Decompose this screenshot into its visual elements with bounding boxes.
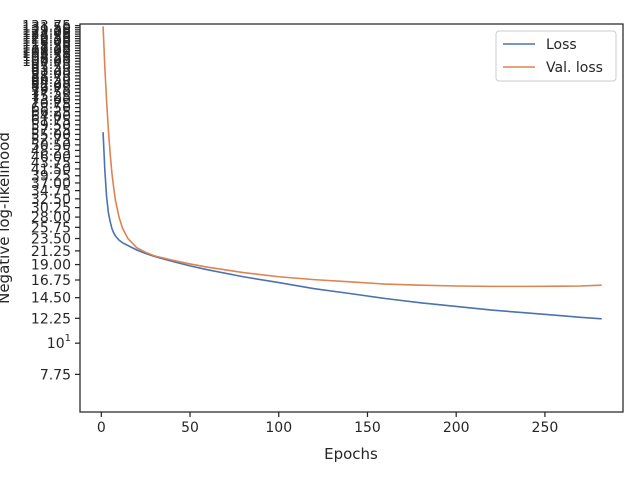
y-tick-label: 32.50 [31,192,71,208]
y-tick-label: 79.75 [31,82,71,98]
y-tick-label: 61.75 [31,113,71,129]
y-tick-label: 102.25 [22,51,71,67]
series-line-loss [102,132,602,320]
y-tick-label: 88.75 [31,69,71,85]
y-tick-label: 25.75 [31,220,71,236]
y-tick-label: 14.50 [31,291,71,307]
y-tick-label: 127.00 [22,25,71,41]
y-tick-label: 59.50 [31,118,71,134]
y-tick-label: 70.75 [31,97,71,113]
y-tick-label: 28.00 [31,210,71,226]
y-tick-label: 124.75 [22,27,71,43]
y-axis-ticks: 7.75 101 12.25 14.50 16.7519.0021.2523.5025.… [22,19,80,383]
x-tick-label: 250 [532,420,559,436]
y-tick-label: 97.75 [31,57,71,73]
y-tick-label: 84.25 [31,75,71,91]
y-tick-label: 122.50 [22,29,71,45]
series-layer [102,26,602,320]
x-axis-ticks: 0 50 100 150 200 250 [97,412,558,436]
y-tick-label: 48.25 [31,143,71,159]
y-tick-label: 64.00 [31,109,71,125]
y-tick-label: 131.50 [22,21,71,37]
y-tick-label: 55.00 [31,127,71,143]
legend-label-loss: Loss [546,37,577,53]
x-tick-label: 150 [354,420,381,436]
y-tick-label: 19.00 [31,258,71,274]
y-tick-label: 21.25 [31,244,71,260]
legend: Loss Val. loss [495,30,617,82]
x-tick-label: 50 [181,420,199,436]
legend-label-val-loss: Val. loss [546,60,603,76]
y-tick-label: 77.50 [31,85,71,101]
y-tick-label: 104.50 [22,49,71,65]
y-tick-label: 66.25 [31,105,71,121]
y-tick-label: 50.50 [31,138,71,154]
series-line-val-loss [102,26,602,288]
y-tick-label: 46.00 [31,149,71,165]
y-tick-label: 95.50 [31,60,71,76]
y-tick-label: 106.75 [22,46,71,62]
y-tick-label: 57.25 [31,123,71,139]
x-axis-label: Epochs [324,445,378,463]
y-tick-label: 75.25 [31,89,71,105]
axes-frame [79,23,624,413]
x-tick-label: 100 [265,420,292,436]
y-tick-label: 23.50 [31,232,71,248]
y-tick-label: 133.75 [22,19,71,35]
y-tick-label: 7.75 [40,367,71,383]
y-tick-label: 43.75 [31,155,71,171]
y-tick-label: 37.00 [31,176,71,192]
y-tick-label: 111.25 [22,41,71,57]
y-tick-label: 91.00 [31,66,71,82]
y-tick-label: 82.00 [31,79,71,95]
y-tick-label: 113.50 [22,39,71,55]
y-tick-label: 68.50 [31,101,71,117]
y-tick-label: 34.75 [31,184,71,200]
y-tick-label: 109.00 [22,44,71,60]
y-tick-label: 41.50 [31,162,71,178]
y-tick-label: 118.00 [22,34,71,50]
y-tick-label: 12.25 [31,311,71,327]
y-tick-label: 39.25 [31,169,71,185]
y-tick-label: 100.00 [22,54,71,70]
y-tick-label: 73.00 [31,93,71,109]
y-tick-label: 115.75 [22,36,71,52]
y-axis-label: Negative log-likelihood [0,132,13,304]
y-tick-label: 52.75 [31,133,71,149]
y-tick-label: 16.75 [31,273,71,289]
y-tick-label: 129.25 [22,23,71,39]
y-tick-label: 93.25 [31,63,71,79]
y-tick-label: 101 [47,333,71,352]
x-tick-label: 200 [443,420,470,436]
y-tick-label: 30.25 [31,201,71,217]
y-tick-label: 120.25 [22,32,71,48]
y-tick-label: 86.50 [31,72,71,88]
x-tick-label: 0 [97,420,106,436]
